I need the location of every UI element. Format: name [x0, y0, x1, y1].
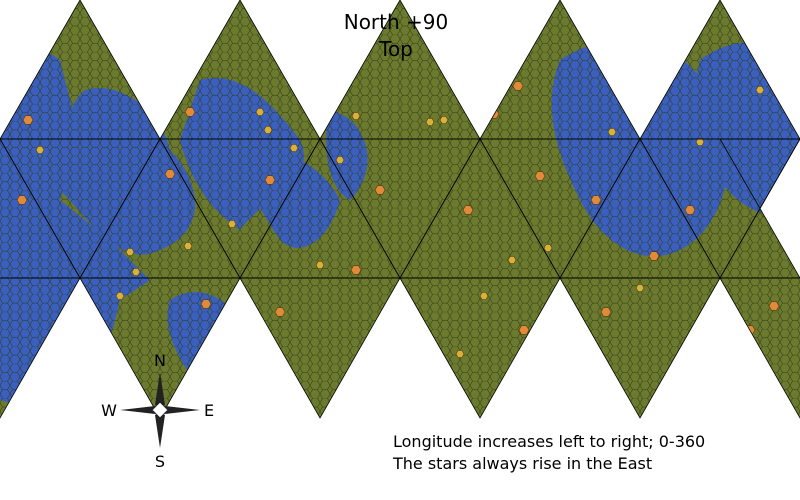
town-marker: [35, 146, 45, 154]
city-marker: [590, 195, 602, 205]
city-marker: [768, 301, 780, 311]
town-marker: [183, 242, 193, 250]
net-face-edge: [399, 277, 561, 419]
town-marker: [755, 86, 765, 94]
city-marker: [200, 299, 212, 309]
town-marker: [115, 292, 125, 300]
city-marker: [462, 205, 474, 215]
compass-rose: N S E W: [101, 351, 214, 471]
town-marker: [439, 116, 449, 124]
map-notes: Longitude increases left to right; 0-360…: [392, 432, 705, 473]
city-marker: [534, 171, 546, 181]
compass-point-north: [155, 372, 165, 405]
ocean-region: [440, 38, 506, 93]
compass-label-w: W: [101, 401, 117, 420]
city-marker: [684, 205, 696, 215]
town-marker: [263, 126, 273, 134]
hex-grid: [0, 0, 800, 418]
town-marker: [715, 292, 725, 300]
town-marker: [479, 292, 489, 300]
note-stars: The stars always rise in the East: [392, 454, 652, 473]
city-marker: [274, 307, 286, 317]
city-marker: [22, 115, 34, 125]
town-marker: [351, 112, 361, 120]
compass-label-s: S: [155, 452, 165, 471]
net-face-edge: [79, 277, 241, 419]
city-marker: [404, 361, 416, 371]
town-marker: [335, 156, 345, 164]
city-marker: [600, 307, 612, 317]
city-marker: [236, 345, 248, 355]
net-face-edge: [239, 277, 401, 419]
town-marker: [315, 261, 325, 269]
city-marker: [374, 185, 386, 195]
town-marker: [507, 256, 517, 264]
net-face-edge: [719, 138, 800, 279]
city-marker: [164, 169, 176, 179]
city-marker: [16, 195, 28, 205]
city-marker: [264, 175, 276, 185]
town-marker: [575, 328, 585, 336]
city-marker: [400, 291, 412, 301]
city-marker: [512, 81, 524, 91]
city-marker: [302, 71, 314, 81]
map-title: North +90 Top: [344, 10, 449, 61]
city-marker: [540, 371, 552, 381]
compass-label-e: E: [204, 401, 214, 420]
town-marker: [455, 350, 465, 358]
icosahedron-face-edges: [0, 0, 800, 419]
town-marker: [543, 244, 553, 252]
net-face-edge: [559, 277, 721, 419]
compass-point-south: [155, 415, 165, 448]
town-marker: [695, 138, 705, 146]
town-marker: [425, 118, 435, 126]
net-face-edge: [0, 277, 81, 419]
city-marker: [714, 351, 726, 361]
compass-point-west: [120, 406, 155, 414]
town-marker: [635, 284, 645, 292]
town-marker: [375, 400, 385, 408]
town-marker: [607, 128, 617, 136]
map-terrain: [0, 0, 800, 418]
town-marker: [125, 248, 135, 256]
city-marker: [184, 107, 196, 117]
town-marker: [255, 108, 265, 116]
city-marker: [350, 265, 362, 275]
note-longitude: Longitude increases left to right; 0-360: [393, 432, 705, 451]
compass-label-n: N: [154, 351, 166, 370]
title-top: Top: [378, 37, 413, 61]
town-marker: [227, 220, 237, 228]
title-north: North +90: [344, 10, 449, 34]
compass-center: [151, 401, 169, 419]
net-face-edge: [0, 138, 81, 279]
town-marker: [131, 268, 141, 276]
city-marker: [648, 251, 660, 261]
town-marker: [289, 144, 299, 152]
compass-point-east: [165, 406, 200, 414]
net-face-edge: [719, 277, 800, 419]
city-marker: [518, 325, 530, 335]
